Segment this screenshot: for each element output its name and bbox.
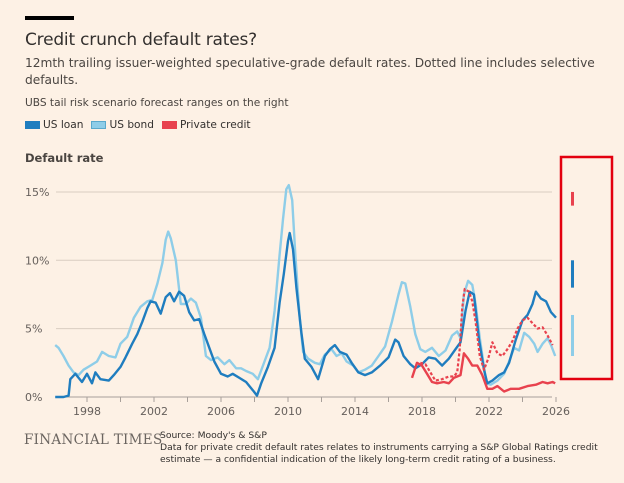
series-lines	[54, 183, 557, 399]
legend-item-us-bond: US bond	[91, 119, 154, 131]
y-axis-label: Default rate	[25, 151, 104, 165]
legend-label: Private credit	[179, 119, 251, 131]
ft-top-rule	[25, 16, 74, 20]
x-tick-label: 2010	[274, 405, 302, 418]
legend-swatch-us-bond	[91, 121, 107, 129]
x-tick-label: 2006	[207, 405, 235, 418]
ft-logo: FINANCIAL TIMES	[24, 432, 163, 448]
forecast-highlight-box	[559, 155, 614, 381]
source-note: Source: Moody's & S&P Data for private c…	[160, 430, 600, 466]
y-tick-label: 5%	[25, 323, 42, 336]
footnote-text: Data for private credit default rates re…	[160, 442, 598, 465]
legend-item-private-credit: Private credit	[161, 119, 251, 131]
chart-subtitle: 12mth trailing issuer-weighted speculati…	[25, 56, 595, 87]
legend: US loan US bond Private credit	[25, 119, 251, 131]
y-tick-label: 0%	[25, 391, 42, 404]
gridlines	[56, 191, 552, 330]
series-line-private-credit-incl-selective-defaults	[420, 287, 554, 382]
y-tick-label: 10%	[25, 254, 49, 267]
y-tick-label: 15%	[25, 186, 49, 199]
source-text: Source: Moody's & S&P	[160, 430, 267, 441]
legend-swatch-private-credit	[161, 121, 177, 129]
legend-swatch-us-loan	[25, 121, 40, 129]
legend-item-us-loan: US loan	[25, 119, 83, 131]
x-tick-label: 2002	[140, 405, 168, 418]
chart-note: UBS tail risk scenario forecast ranges o…	[25, 97, 289, 109]
legend-label: US loan	[43, 119, 84, 131]
x-tick-label: 2026	[542, 405, 570, 418]
x-tick-label: 2018	[408, 405, 436, 418]
x-axis: 1998 2002 2006 2010 2014 2018 2022 2026	[56, 396, 570, 418]
series-line-private-credit	[410, 352, 556, 393]
x-tick-label: 2014	[341, 405, 369, 418]
series-line-us-loan	[55, 231, 557, 399]
y-tick-labels: 0% 5% 10% 15%	[25, 186, 49, 404]
forecast-ranges	[559, 155, 614, 381]
chart-title: Credit crunch default rates?	[25, 30, 257, 50]
x-tick-label: 1998	[73, 405, 101, 418]
x-tick-label: 2022	[475, 405, 503, 418]
legend-label: US bond	[109, 119, 154, 131]
